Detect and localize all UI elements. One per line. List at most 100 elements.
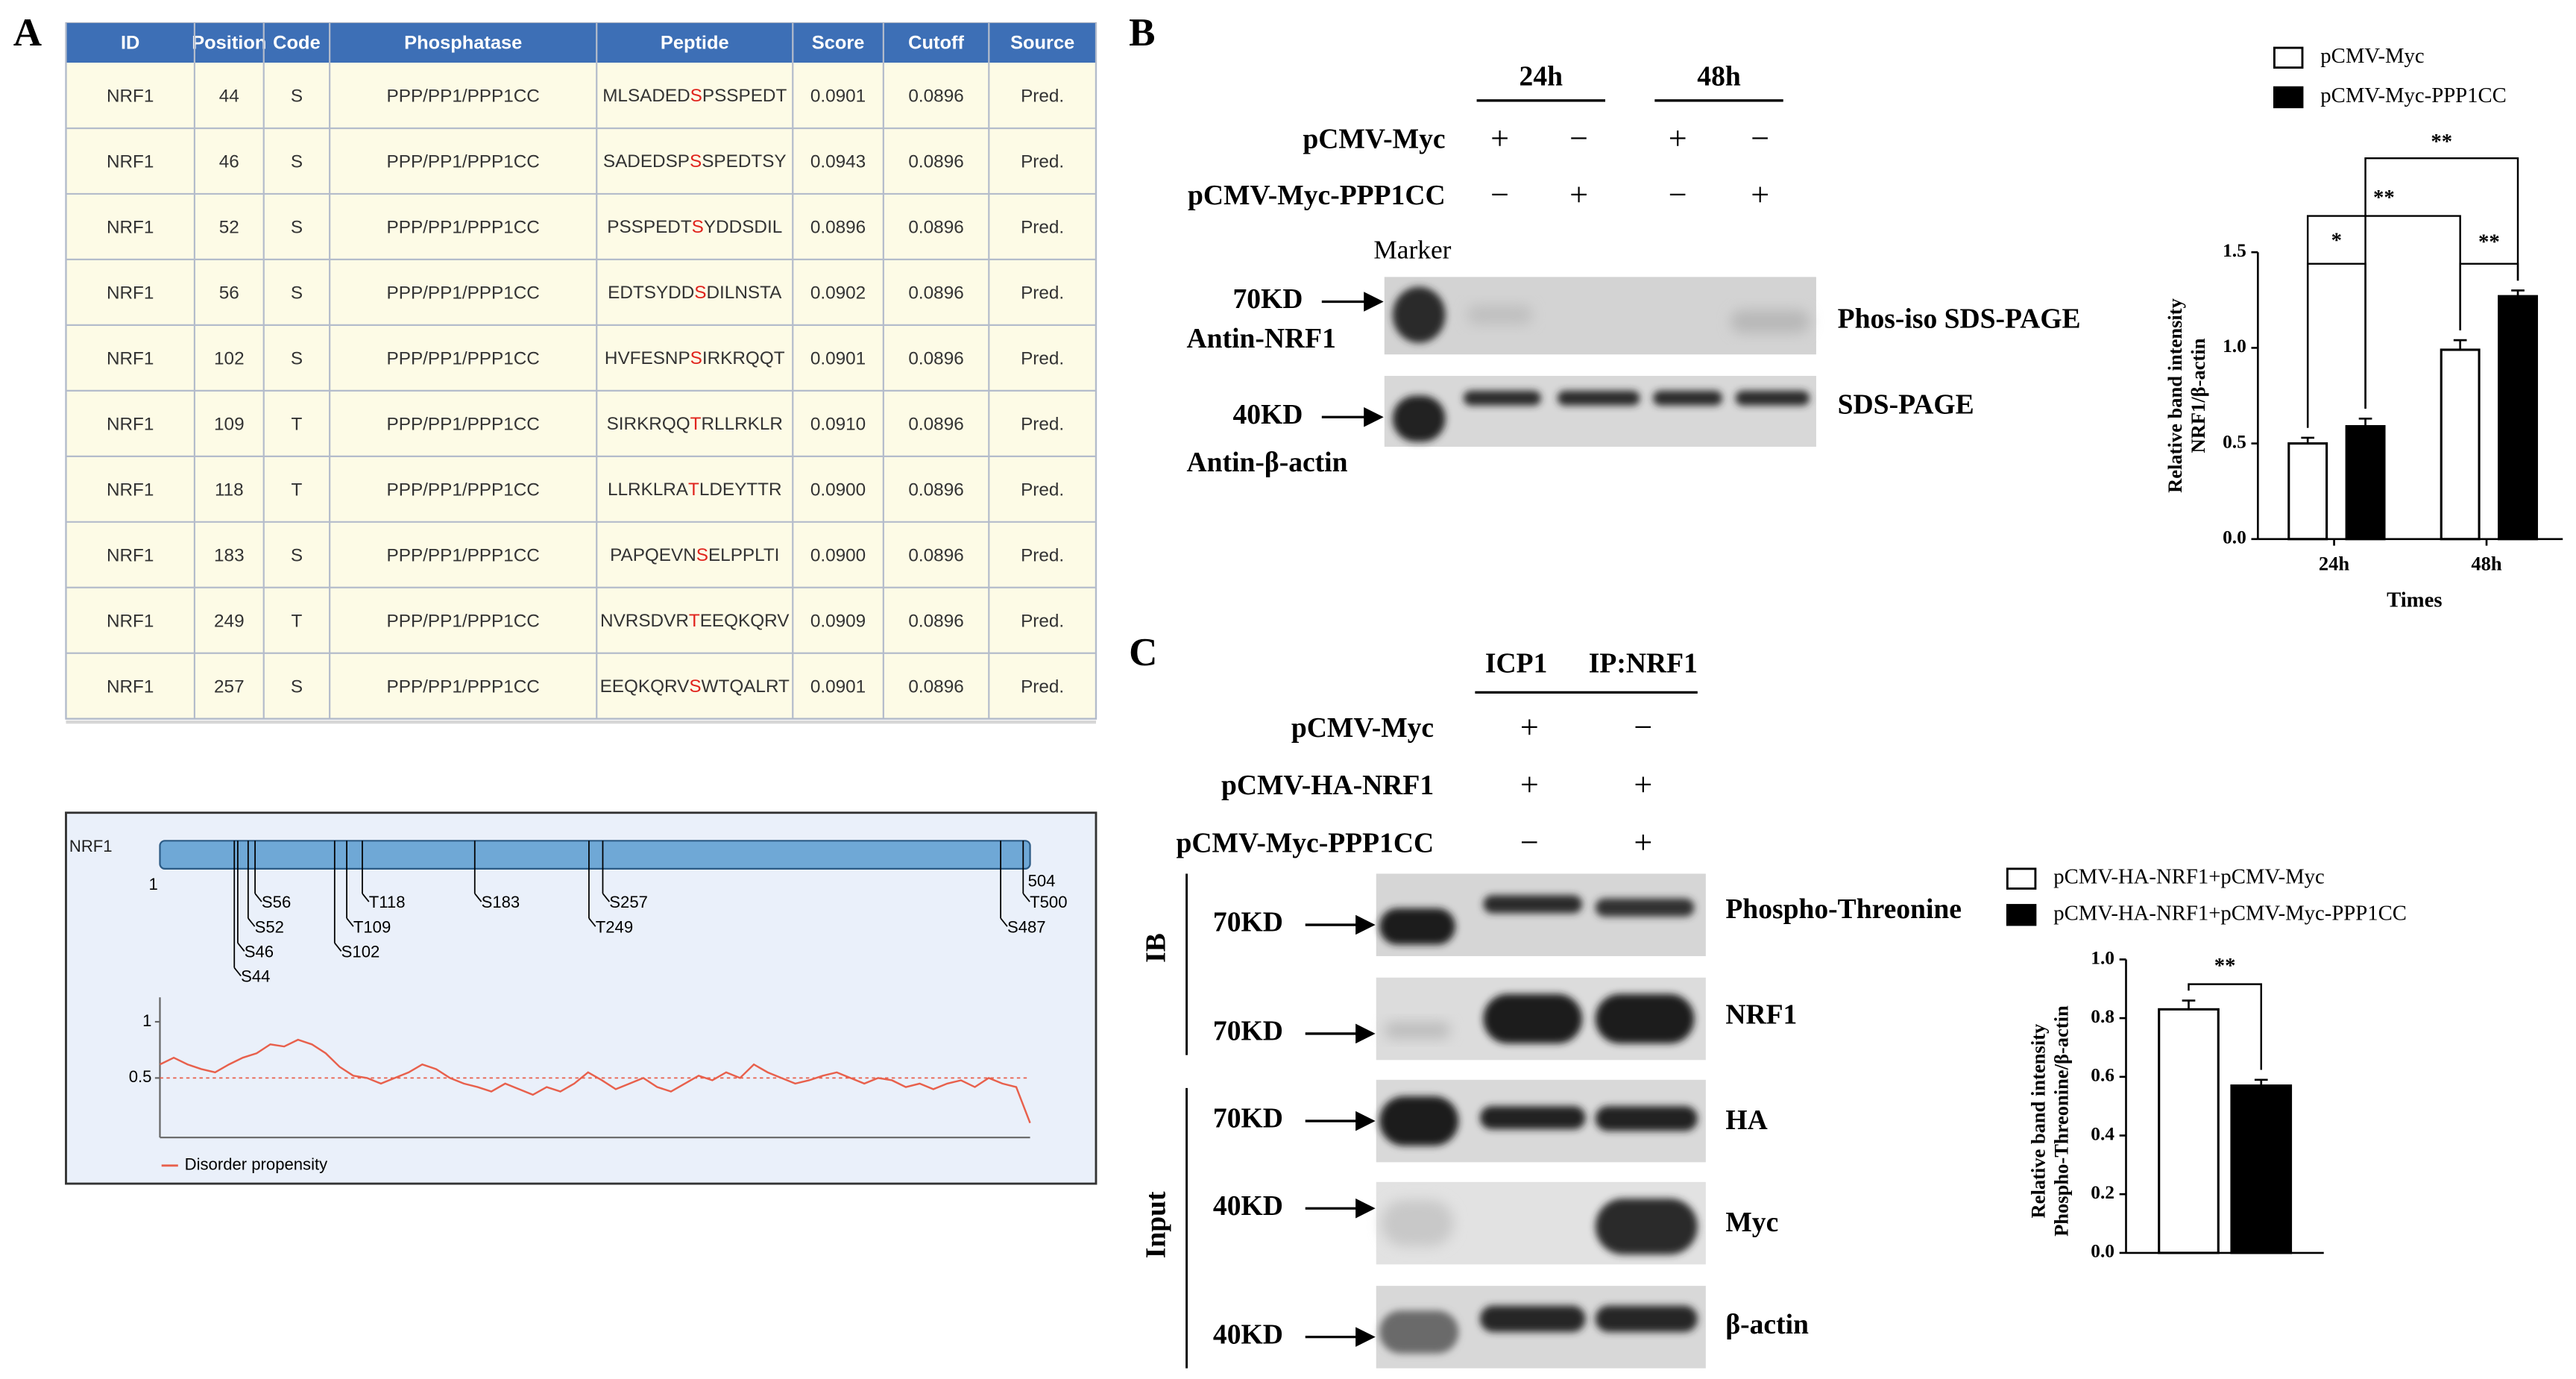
table-cell: S bbox=[291, 349, 303, 369]
column-header: Phosphatase bbox=[404, 32, 522, 53]
blot-name: Phos-iso SDS-PAGE bbox=[1838, 304, 2081, 335]
table-cell: 0.0896 bbox=[908, 545, 963, 565]
table-cell: PPP/PP1/PPP1CC bbox=[387, 349, 540, 369]
y-tick-label: 0.8 bbox=[2091, 1006, 2114, 1027]
bar bbox=[2345, 424, 2386, 541]
table-cell: T bbox=[292, 611, 303, 631]
treatment-mark: − bbox=[1634, 709, 1652, 745]
blot-band bbox=[1735, 390, 1810, 406]
table-cell: Pred. bbox=[1021, 87, 1064, 107]
blot-name: NRF1 bbox=[1725, 999, 1797, 1030]
blot-name: SDS-PAGE bbox=[1838, 390, 1974, 421]
treatment-mark: + bbox=[1669, 120, 1687, 157]
significance-label: ** bbox=[2431, 130, 2452, 154]
treatment-mark: + bbox=[1520, 709, 1539, 745]
bar bbox=[2498, 295, 2538, 541]
start-label: 1 bbox=[148, 875, 157, 893]
marker-label: Marker bbox=[1373, 234, 1451, 264]
blot-band bbox=[1557, 390, 1640, 406]
column-header: Score bbox=[812, 32, 865, 53]
blot-band bbox=[1480, 1305, 1586, 1333]
group-label: IB bbox=[1141, 933, 1172, 963]
site-label: S46 bbox=[245, 942, 274, 961]
table-cell: NRF1 bbox=[107, 480, 154, 500]
column-header: Cutoff bbox=[908, 32, 964, 53]
bar bbox=[2440, 348, 2481, 541]
blot-band bbox=[1595, 1106, 1698, 1131]
table-cell: Pred. bbox=[1021, 152, 1064, 172]
table-cell: NRF1 bbox=[107, 676, 154, 697]
table-cell: 118 bbox=[215, 480, 244, 500]
antibody-label: Antin-NRF1 bbox=[1187, 324, 1336, 354]
treatment-mark: − bbox=[1490, 176, 1509, 213]
treatment-mark: + bbox=[1520, 767, 1539, 803]
blot-band bbox=[1379, 908, 1455, 945]
table-cell: 0.0896 bbox=[908, 349, 963, 369]
blot-band bbox=[1653, 390, 1722, 406]
y-tick-label: 1.5 bbox=[2223, 240, 2246, 261]
table-cell: NRF1 bbox=[107, 283, 154, 304]
y-tick-label: 1 bbox=[142, 1011, 151, 1030]
legend-label: pCMV-Myc-PPP1CC bbox=[2320, 84, 2507, 107]
table-cell: LLRKLRATLDEYTTR bbox=[608, 480, 782, 500]
column-header: Position bbox=[192, 32, 266, 53]
legend-label: pCMV-HA-NRF1+pCMV-Myc-PPP1CC bbox=[2053, 901, 2407, 925]
table-cell: 0.0902 bbox=[810, 283, 866, 304]
size-label: 40KD bbox=[1213, 1191, 1283, 1222]
y-tick-label: 0.0 bbox=[2091, 1241, 2114, 1262]
table-background bbox=[65, 22, 1098, 720]
table-cell: S bbox=[291, 545, 303, 565]
table-cell: 0.0901 bbox=[810, 349, 866, 369]
table-cell: 46 bbox=[219, 152, 239, 172]
table-cell: 0.0896 bbox=[908, 414, 963, 434]
table-cell: PPP/PP1/PPP1CC bbox=[387, 414, 540, 434]
treatment-mark: + bbox=[1569, 176, 1588, 213]
site-leader bbox=[362, 893, 370, 902]
table-header bbox=[66, 22, 1096, 63]
table-cell: EDTSYDDSDILNSTA bbox=[608, 283, 782, 304]
table-cell: S bbox=[291, 87, 303, 107]
blot-name: Phospho-Threonine bbox=[1725, 894, 1962, 925]
column-header: Code bbox=[273, 32, 321, 53]
table-cell: SIRKRQQTRLLRKLR bbox=[607, 414, 783, 434]
site-leader bbox=[248, 917, 256, 927]
table-cell: 0.0896 bbox=[908, 218, 963, 238]
table-cell: 56 bbox=[219, 283, 239, 304]
significance-label: ** bbox=[2373, 186, 2395, 210]
blot-band bbox=[1384, 1022, 1451, 1039]
blot-band bbox=[1480, 1106, 1586, 1130]
table-cell: 0.0909 bbox=[810, 611, 866, 631]
site-leader bbox=[254, 893, 262, 902]
site-leader bbox=[334, 942, 342, 952]
table-cell: 102 bbox=[214, 349, 245, 369]
legend-swatch bbox=[2273, 46, 2304, 69]
disorder-line bbox=[159, 1038, 1031, 1124]
treatment-label: pCMV-Myc-PPP1CC bbox=[1188, 180, 1446, 211]
table-cell: T bbox=[292, 480, 303, 500]
table-cell: HVFESNPSIRKRQQT bbox=[605, 349, 785, 369]
panel-label: A bbox=[13, 11, 42, 54]
table-cell: Pred. bbox=[1021, 676, 1064, 697]
site-label: S56 bbox=[262, 893, 291, 911]
column-header: Source bbox=[1010, 32, 1074, 53]
site-label: S487 bbox=[1007, 917, 1046, 936]
blot-band bbox=[1381, 1200, 1454, 1247]
table-cell: SADEDSPSSPEDTSY bbox=[603, 152, 787, 172]
significance-bracket bbox=[2188, 983, 2262, 1070]
legend-swatch bbox=[2006, 904, 2037, 926]
table-cell: S bbox=[291, 676, 303, 697]
size-label: 40KD bbox=[1213, 1319, 1283, 1350]
y-tick-label: 0.5 bbox=[129, 1067, 152, 1086]
time-header: 24h bbox=[1520, 62, 1563, 92]
column-header: Peptide bbox=[661, 32, 729, 53]
table-cell: S bbox=[291, 218, 303, 238]
table-cell: 0.0896 bbox=[908, 676, 963, 697]
x-axis-label: Times bbox=[2387, 588, 2442, 612]
table-cell: PPP/PP1/PPP1CC bbox=[387, 611, 540, 631]
legend-label: pCMV-Myc bbox=[2320, 44, 2424, 68]
blot-band bbox=[1595, 1198, 1698, 1255]
blot-name: β-actin bbox=[1725, 1310, 1809, 1340]
table-cell: 0.0901 bbox=[810, 87, 866, 107]
y-tick-label: 0.0 bbox=[2223, 527, 2246, 548]
